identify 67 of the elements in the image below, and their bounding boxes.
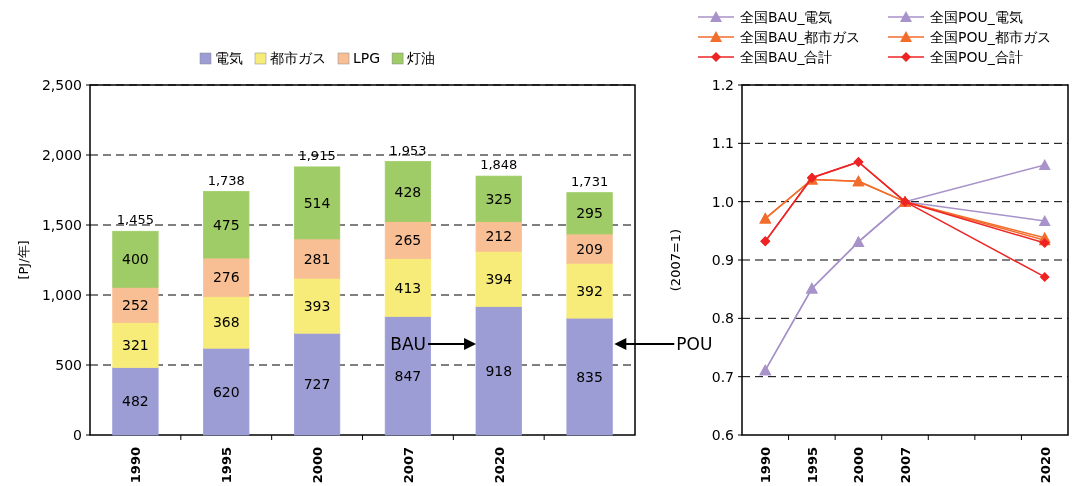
legend-label: 全国BAU_合計 — [740, 49, 833, 65]
text: POU — [676, 334, 713, 354]
legend-label: 全国BAU_都市ガス — [740, 29, 861, 45]
legend-label: LPG — [353, 50, 381, 66]
data-label: 918 — [485, 362, 513, 379]
data-label: 392 — [576, 282, 603, 299]
data-label: 400 — [122, 251, 149, 268]
x-tick-label: 1990 — [758, 447, 774, 484]
y-tick-label: 0.9 — [711, 252, 734, 268]
x-tick-label: 1990 — [128, 447, 144, 484]
data-label: 212 — [485, 228, 513, 245]
data-label: 281 — [303, 250, 331, 267]
data-label: 321 — [122, 337, 149, 354]
x-tick-label: 2007 — [400, 447, 416, 484]
total-label: 1,738 — [207, 172, 245, 188]
data-label: 209 — [576, 240, 603, 257]
y-tick-label: 1.1 — [711, 135, 734, 152]
x-tick-label: 2020 — [491, 447, 507, 484]
data-label: 727 — [303, 376, 331, 393]
data-label: 482 — [122, 393, 149, 410]
y-tick-label: 500 — [55, 357, 82, 373]
total-label: 1,915 — [298, 147, 336, 163]
y-tick-label: 0.7 — [711, 368, 734, 385]
y-tick-label: 2,500 — [41, 77, 82, 93]
data-label: 514 — [303, 194, 331, 211]
y-tick-label: 1.2 — [711, 77, 734, 93]
data-label: 413 — [394, 279, 422, 296]
legend-label: 電気 — [215, 50, 243, 66]
y-tick-label: 0 — [73, 427, 82, 443]
data-label: 393 — [303, 297, 331, 314]
y-tick-label: 0.6 — [711, 427, 735, 443]
data-label: 276 — [212, 269, 240, 286]
x-tick-label: 1995 — [219, 447, 235, 484]
data-label: 428 — [394, 183, 422, 200]
data-label: 620 — [212, 383, 240, 400]
legend-label: 全国POU_都市ガス — [930, 29, 1051, 45]
total-label: 1,953 — [389, 142, 427, 158]
y-axis-title: [PJ/年] — [16, 240, 31, 280]
y-axis-title: (2007=1) — [668, 228, 683, 292]
legend-label: 全国POU_合計 — [930, 49, 1023, 65]
x-tick-label: 1995 — [804, 447, 820, 484]
y-tick-label: 2,000 — [41, 147, 82, 163]
total-label: 1,848 — [480, 157, 518, 173]
x-tick-label: 2007 — [898, 447, 913, 484]
y-tick-label: 1,000 — [41, 287, 82, 303]
x-tick-label: 2000 — [310, 447, 326, 484]
total-label: 1,731 — [570, 173, 609, 189]
y-tick-label: 1.0 — [711, 193, 734, 210]
data-label: 475 — [212, 216, 240, 233]
legend-label: 都市ガス — [270, 50, 326, 66]
data-label: 295 — [576, 205, 603, 222]
total-label: 1,455 — [116, 212, 155, 228]
data-label: 847 — [394, 367, 422, 384]
legend-label: 全国BAU_電気 — [740, 9, 833, 25]
y-tick-label: 0.8 — [711, 310, 734, 327]
data-label: 325 — [485, 190, 513, 207]
data-label: 835 — [576, 368, 603, 385]
x-tick-label: 2020 — [1037, 447, 1053, 484]
data-label: 265 — [394, 232, 422, 249]
y-tick-label: 1,500 — [41, 217, 82, 233]
data-label: 394 — [485, 270, 513, 287]
data-label: 368 — [212, 314, 240, 331]
legend-label: 灯油 — [407, 50, 436, 66]
data-label: 252 — [122, 296, 149, 313]
annotation: BAU — [390, 334, 427, 354]
x-tick-label: 2000 — [851, 447, 867, 484]
legend-label: 全国POU_電気 — [930, 9, 1023, 25]
